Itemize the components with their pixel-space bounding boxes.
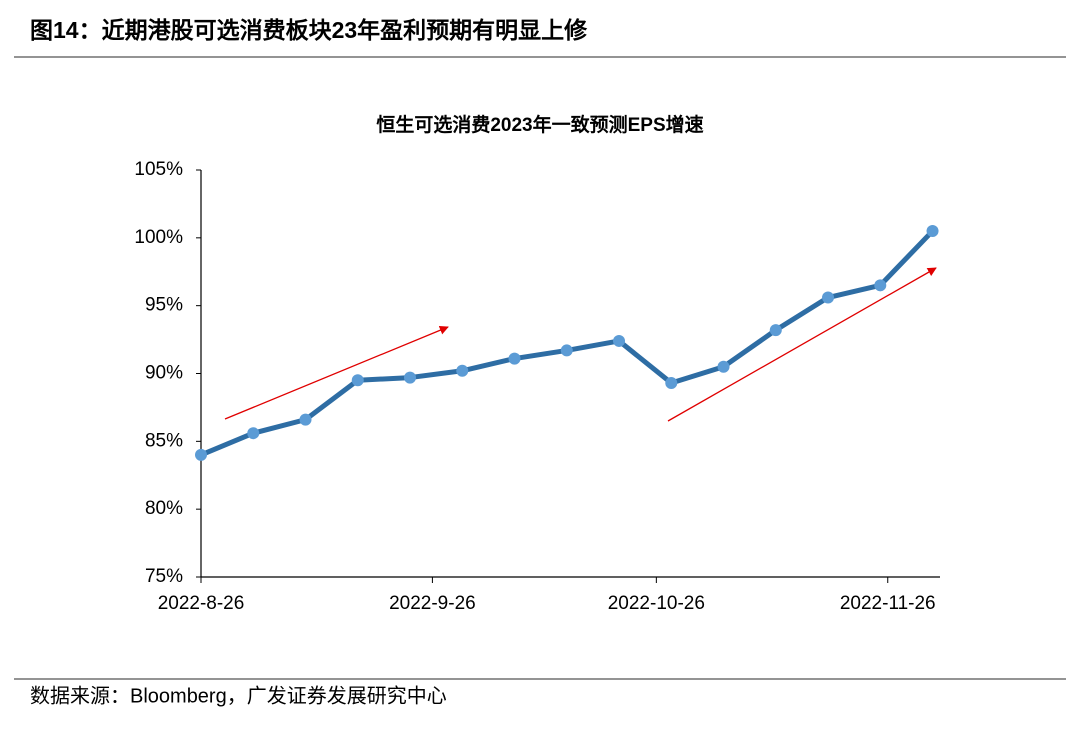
data-point [299,413,312,426]
y-tick-label: 100% [134,227,183,248]
data-point [769,324,782,337]
y-tick-label: 90% [145,363,183,384]
data-point [613,334,626,347]
trend-arrow [224,325,449,420]
data-point [665,376,678,389]
data-point [456,364,469,377]
trend-arrow [667,267,937,422]
data-point [560,344,573,357]
x-tick-label: 2022-9-26 [389,593,476,614]
x-tick-label: 2022-10-26 [608,593,705,614]
data-point [926,225,939,238]
y-tick-label: 105% [134,159,183,180]
data-point [351,374,364,387]
chart-title: 恒生可选消费2023年一致预测EPS增速 [376,113,703,136]
data-point [404,371,417,384]
page-title: 图14：近期港股可选消费板块23年盈利预期有明显上修 [30,17,588,43]
y-tick-label: 80% [145,498,183,519]
x-tick-label: 2022-8-26 [158,593,245,614]
y-tick-label: 75% [145,566,183,587]
source-note: 数据来源：Bloomberg，广发证券发展研究中心 [30,684,447,707]
data-point [717,360,730,373]
data-point [247,427,260,440]
data-point [822,291,835,304]
y-tick-label: 85% [145,430,183,451]
data-point [874,279,887,292]
y-tick-label: 95% [145,295,183,316]
x-tick-label: 2022-11-26 [840,593,936,614]
data-point [508,352,521,365]
data-point [195,448,207,461]
